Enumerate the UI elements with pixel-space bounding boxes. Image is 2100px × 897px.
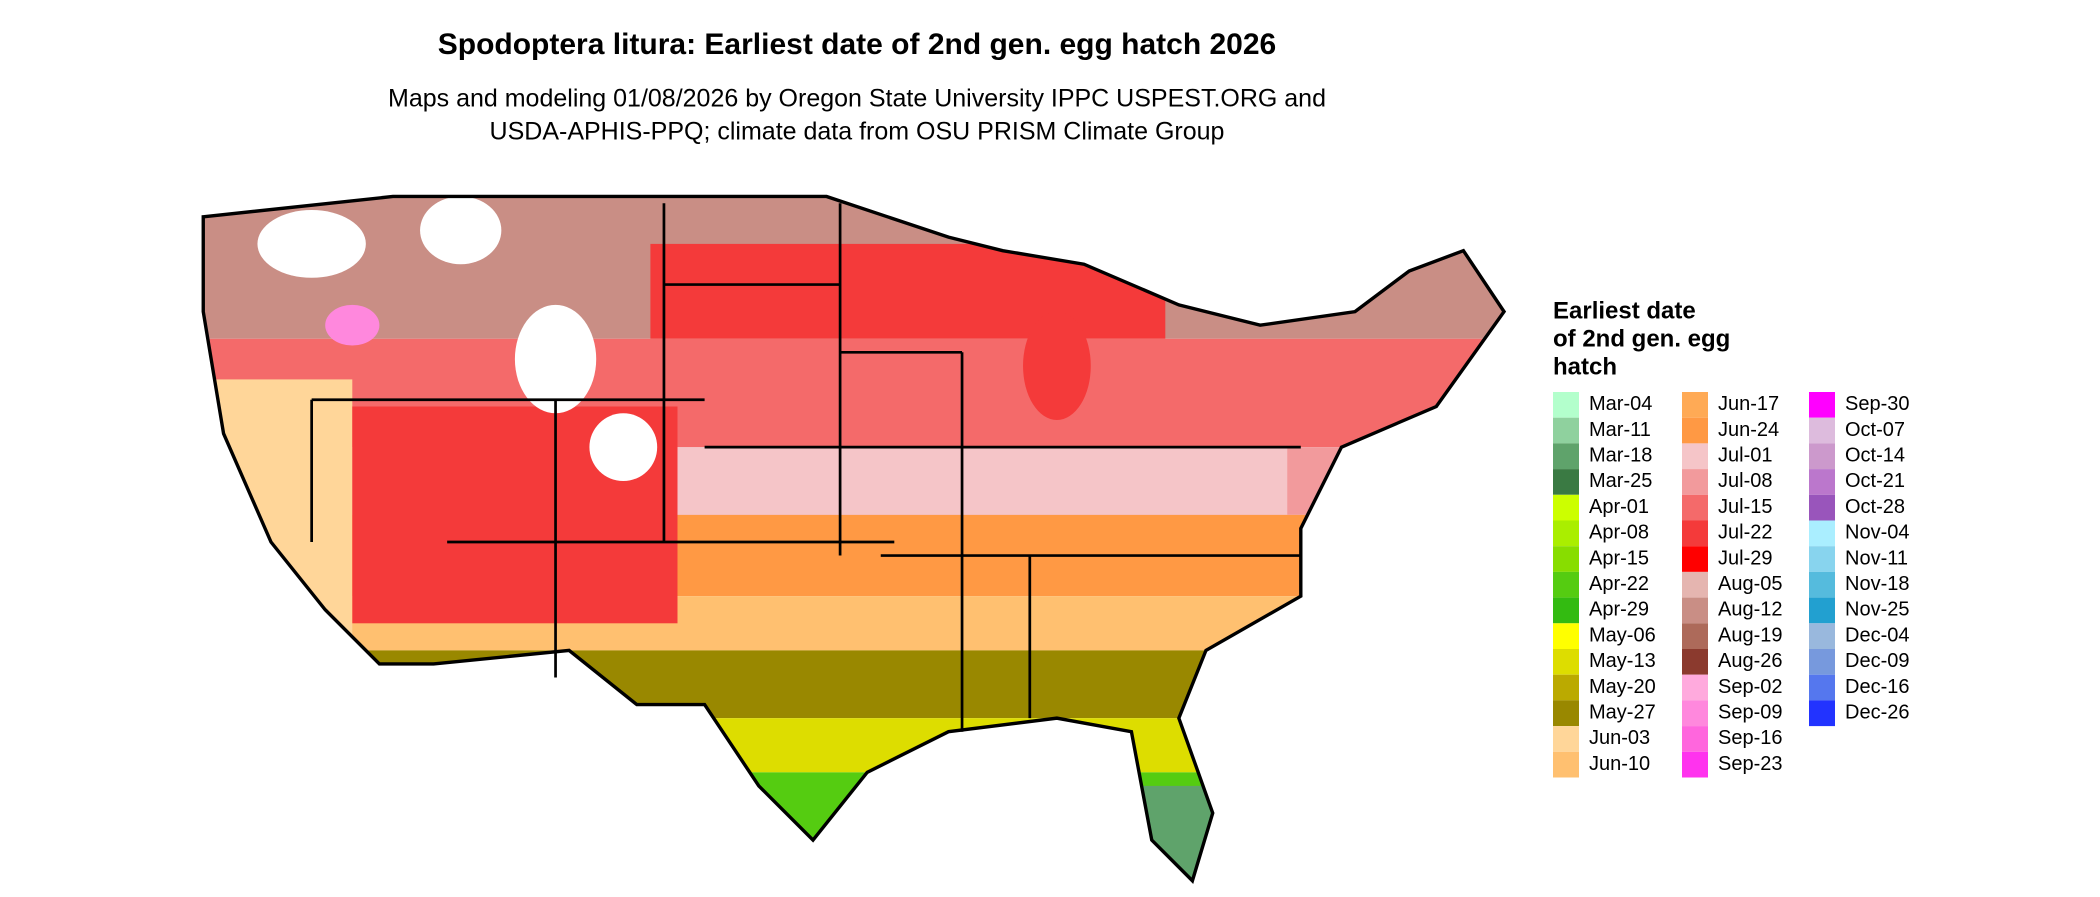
legend-swatch (1682, 726, 1708, 752)
legend-swatch (1809, 674, 1835, 701)
legend-swatch (1553, 597, 1579, 624)
legend-label: Aug-05 (1718, 573, 1783, 595)
legend-label: Mar-04 (1589, 393, 1652, 415)
legend-label: Aug-12 (1718, 599, 1783, 621)
legend-swatch (1682, 623, 1708, 649)
legend-label: Jul-29 (1718, 547, 1772, 569)
legend-label: Oct-21 (1845, 470, 1905, 492)
legend-swatch (1553, 546, 1579, 572)
legend-swatch (1809, 443, 1835, 470)
legend-label: Jul-22 (1718, 522, 1772, 544)
legend-label: Dec-26 (1845, 702, 1909, 724)
legend-swatch (1553, 417, 1579, 444)
map-subtitle: Maps and modeling 01/08/2026 by Oregon S… (388, 85, 1326, 113)
legend-label: Sep-30 (1845, 393, 1910, 415)
legend-label: Aug-19 (1718, 624, 1783, 646)
legend-swatch (1809, 623, 1835, 649)
legend-swatch (1553, 520, 1579, 547)
legend-swatch (1553, 649, 1579, 675)
legend-label: Nov-04 (1845, 522, 1909, 544)
legend-title: hatch (1553, 353, 1617, 380)
legend-label: Apr-08 (1589, 522, 1649, 544)
legend-label: Mar-18 (1589, 445, 1652, 467)
legend-swatch (1809, 469, 1835, 495)
legend-swatch (1682, 700, 1708, 727)
legend-swatch (1553, 469, 1579, 495)
legend-label: Jul-15 (1718, 496, 1772, 518)
legend-label: Mar-11 (1589, 419, 1651, 441)
legend-swatch (1809, 597, 1835, 624)
legend-label: Aug-26 (1718, 650, 1783, 672)
legend-swatch (1553, 700, 1579, 727)
legend-label: Jun-10 (1589, 753, 1650, 775)
legend-swatch (1809, 520, 1835, 547)
legend-swatch (1809, 649, 1835, 675)
legend-swatch (1553, 392, 1579, 418)
legend-swatch (1682, 443, 1708, 470)
legend-label: Sep-23 (1718, 753, 1783, 775)
legend-label: May-20 (1589, 676, 1656, 698)
legend-label: Jun-03 (1589, 727, 1650, 749)
legend-label: Oct-07 (1845, 419, 1905, 441)
legend-swatch (1682, 520, 1708, 547)
legend-swatch (1682, 417, 1708, 444)
us-map (201, 194, 1507, 884)
legend-label: Nov-11 (1845, 547, 1908, 569)
legend-swatch (1682, 751, 1708, 778)
legend-swatch (1553, 674, 1579, 701)
legend-label: May-13 (1589, 650, 1656, 672)
legend-swatch (1809, 700, 1835, 727)
legend-swatch (1809, 392, 1835, 418)
legend-label: Apr-22 (1589, 573, 1649, 595)
legend-swatch (1682, 392, 1708, 418)
legend-swatch (1682, 597, 1708, 624)
legend-swatch (1682, 546, 1708, 572)
map-title: Spodoptera litura: Earliest date of 2nd … (438, 28, 1277, 61)
legend-swatch (1553, 623, 1579, 649)
legend-label: Apr-15 (1589, 547, 1649, 569)
legend-swatch (1553, 443, 1579, 470)
legend-label: Dec-09 (1845, 650, 1909, 672)
legend-swatch (1682, 649, 1708, 675)
legend-label: Sep-02 (1718, 676, 1783, 698)
legend-swatch (1682, 674, 1708, 701)
legend-swatch (1682, 469, 1708, 495)
legend-label: Jul-08 (1718, 470, 1772, 492)
legend-label: Jun-17 (1718, 393, 1779, 415)
legend-label: Nov-25 (1845, 599, 1909, 621)
legend-swatch (1682, 494, 1708, 521)
legend-swatch (1809, 571, 1835, 598)
legend-swatch (1553, 726, 1579, 752)
legend-label: Apr-29 (1589, 599, 1649, 621)
legend-swatch (1553, 751, 1579, 778)
legend-label: Mar-25 (1589, 470, 1652, 492)
legend-title: Earliest date (1553, 297, 1696, 324)
legend-swatch (1809, 494, 1835, 521)
legend-label: Oct-28 (1845, 496, 1905, 518)
legend-label: May-27 (1589, 702, 1656, 724)
legend-label: Jul-01 (1718, 445, 1772, 467)
legend-label: Dec-04 (1845, 624, 1909, 646)
legend-swatch (1682, 571, 1708, 598)
legend-label: Apr-01 (1589, 496, 1649, 518)
legend-label: Nov-18 (1845, 573, 1909, 595)
legend-label: Dec-16 (1845, 676, 1909, 698)
legend-swatch (1809, 546, 1835, 572)
legend-swatch (1553, 571, 1579, 598)
legend-swatch (1553, 494, 1579, 521)
legend-label: May-06 (1589, 624, 1656, 646)
legend-label: Jun-24 (1718, 419, 1779, 441)
legend-label: Oct-14 (1845, 445, 1905, 467)
legend-label: Sep-09 (1718, 702, 1783, 724)
legend-label: Sep-16 (1718, 727, 1783, 749)
legend-swatch (1809, 417, 1835, 444)
legend-title: of 2nd gen. egg (1553, 325, 1730, 352)
map-subtitle: USDA-APHIS-PPQ; climate data from OSU PR… (490, 118, 1225, 146)
